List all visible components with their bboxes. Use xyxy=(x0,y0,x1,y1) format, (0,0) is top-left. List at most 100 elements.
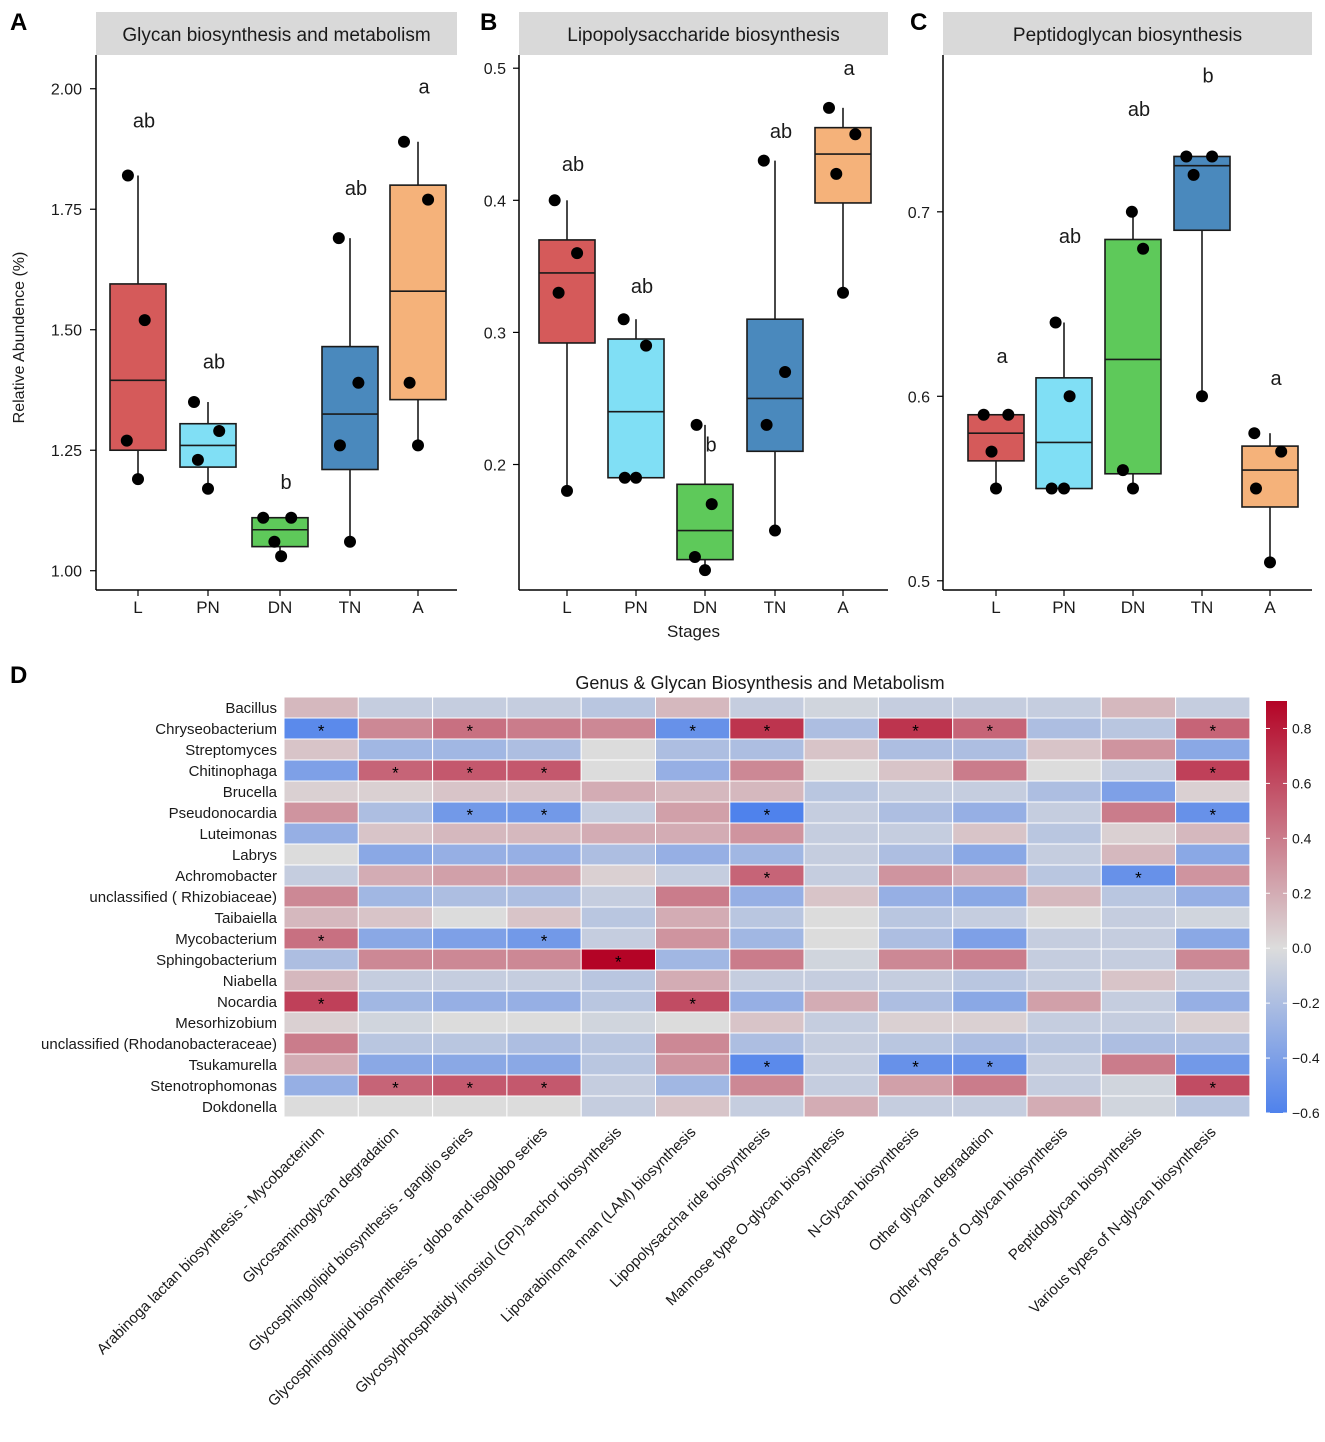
heatmap-cell xyxy=(803,696,879,719)
heatmap-cell xyxy=(1026,1032,1102,1055)
data-point xyxy=(1063,390,1076,403)
heatmap-cell xyxy=(580,843,657,866)
y-axis-title: Relative Abundence (%) xyxy=(11,252,28,424)
heatmap-cell xyxy=(1100,780,1177,803)
panel-strip xyxy=(96,12,457,55)
significance-letter: a xyxy=(418,77,430,99)
row-label: Luteimonas xyxy=(199,826,277,843)
data-point xyxy=(403,376,416,389)
heatmap-cell xyxy=(803,1053,879,1076)
box-body xyxy=(746,318,804,453)
data-point xyxy=(630,471,642,484)
box-a xyxy=(1241,433,1299,563)
heatmap-cell xyxy=(357,696,434,719)
box-pn xyxy=(179,402,237,489)
y-tick-label: 2.00 xyxy=(51,82,82,99)
heatmap-cell xyxy=(655,927,731,950)
x-tick-label: PN xyxy=(196,598,220,617)
data-point xyxy=(618,471,631,484)
y-tick-label: 0.6 xyxy=(908,389,930,406)
heatmap-cell xyxy=(729,1032,805,1055)
heatmap-cell xyxy=(432,1011,508,1034)
colorbar-tick-label: −0.2 xyxy=(1292,995,1320,1011)
heatmap-cell xyxy=(803,1032,879,1055)
heatmap-cell xyxy=(1175,696,1251,719)
heatmap-cell xyxy=(432,948,508,971)
significance-star: * xyxy=(764,1058,771,1077)
box-panel-c: C Peptidoglycan biosynthesis 0.5 0.6 0.7 L PN D… xyxy=(908,9,1312,617)
significance-star: * xyxy=(541,764,548,783)
data-point xyxy=(120,434,133,447)
box-body xyxy=(607,338,665,479)
heatmap-cell xyxy=(1100,927,1177,950)
column-label: Glycosylphosphatidy linositol (GPI)-anch… xyxy=(352,1124,625,1397)
data-point xyxy=(257,511,270,524)
heatmap-cell xyxy=(1026,1053,1102,1076)
heatmap-cell xyxy=(729,906,805,929)
heatmap-cell xyxy=(1026,864,1102,887)
box-body xyxy=(538,239,596,344)
data-point xyxy=(688,550,701,563)
significance-letter: ab xyxy=(1128,99,1150,121)
significance-star: * xyxy=(466,1079,473,1098)
data-point xyxy=(757,154,770,167)
heatmap-cell xyxy=(357,780,434,803)
heatmap-cell xyxy=(655,906,731,929)
heatmap-cell xyxy=(655,1011,731,1034)
significance-letter: a xyxy=(1270,368,1282,390)
heatmap-cell xyxy=(729,885,805,908)
heatmap-cell xyxy=(283,864,359,887)
significance-star: * xyxy=(1209,722,1216,741)
significance-star: * xyxy=(466,764,473,783)
significance-star: * xyxy=(1209,806,1216,825)
heatmap-cell xyxy=(283,759,359,782)
row-label: Dokdonella xyxy=(202,1099,278,1116)
heatmap-cell xyxy=(877,801,954,824)
heatmap-cell xyxy=(432,990,508,1013)
heatmap-cell xyxy=(952,990,1028,1013)
heatmap-cell xyxy=(952,948,1028,971)
significance-star: * xyxy=(466,722,473,741)
heatmap-cell xyxy=(952,906,1028,929)
data-point xyxy=(275,550,288,563)
box-tn xyxy=(746,160,804,531)
data-point xyxy=(779,366,792,379)
heatmap-cell xyxy=(357,948,434,971)
colorbar-tick-label: −0.4 xyxy=(1292,1050,1320,1066)
heatmap-cell xyxy=(432,969,508,992)
column-label: Lipopolysaccha ride biosynthesis xyxy=(607,1124,774,1291)
heatmap-cell xyxy=(877,738,954,761)
heatmap-cell xyxy=(432,927,508,950)
heatmap-cell xyxy=(877,1011,954,1034)
heatmap-cell xyxy=(729,759,805,782)
heatmap-cell xyxy=(1175,990,1251,1013)
significance-star: * xyxy=(1209,764,1216,783)
heatmap-cell xyxy=(283,1011,359,1034)
data-point xyxy=(352,376,365,389)
heatmap-cell xyxy=(1026,885,1102,908)
heatmap-cell xyxy=(655,1074,731,1097)
heatmap-cell xyxy=(655,885,731,908)
significance-letter: ab xyxy=(562,154,584,176)
heatmap-cell xyxy=(580,696,657,719)
heatmap-cell xyxy=(506,885,582,908)
heatmap-cell xyxy=(432,906,508,929)
box-pn xyxy=(1035,322,1093,490)
data-point xyxy=(422,193,435,206)
data-point xyxy=(1248,427,1261,440)
heatmap-cell xyxy=(803,948,879,971)
heatmap-cell xyxy=(432,864,508,887)
heatmap-cell xyxy=(803,1074,879,1097)
data-point xyxy=(1196,390,1208,403)
heatmap-cell xyxy=(952,738,1028,761)
data-point xyxy=(837,286,849,299)
heatmap-cell xyxy=(803,885,879,908)
heatmap-cell xyxy=(952,801,1028,824)
heatmap-cell xyxy=(655,1032,731,1055)
heatmap-cell xyxy=(1175,780,1251,803)
heatmap-cell xyxy=(877,885,954,908)
heatmap-cell xyxy=(1100,906,1177,929)
significance-star: * xyxy=(318,995,325,1014)
heatmap-cell xyxy=(729,927,805,950)
heatmap-cell xyxy=(432,1032,508,1055)
